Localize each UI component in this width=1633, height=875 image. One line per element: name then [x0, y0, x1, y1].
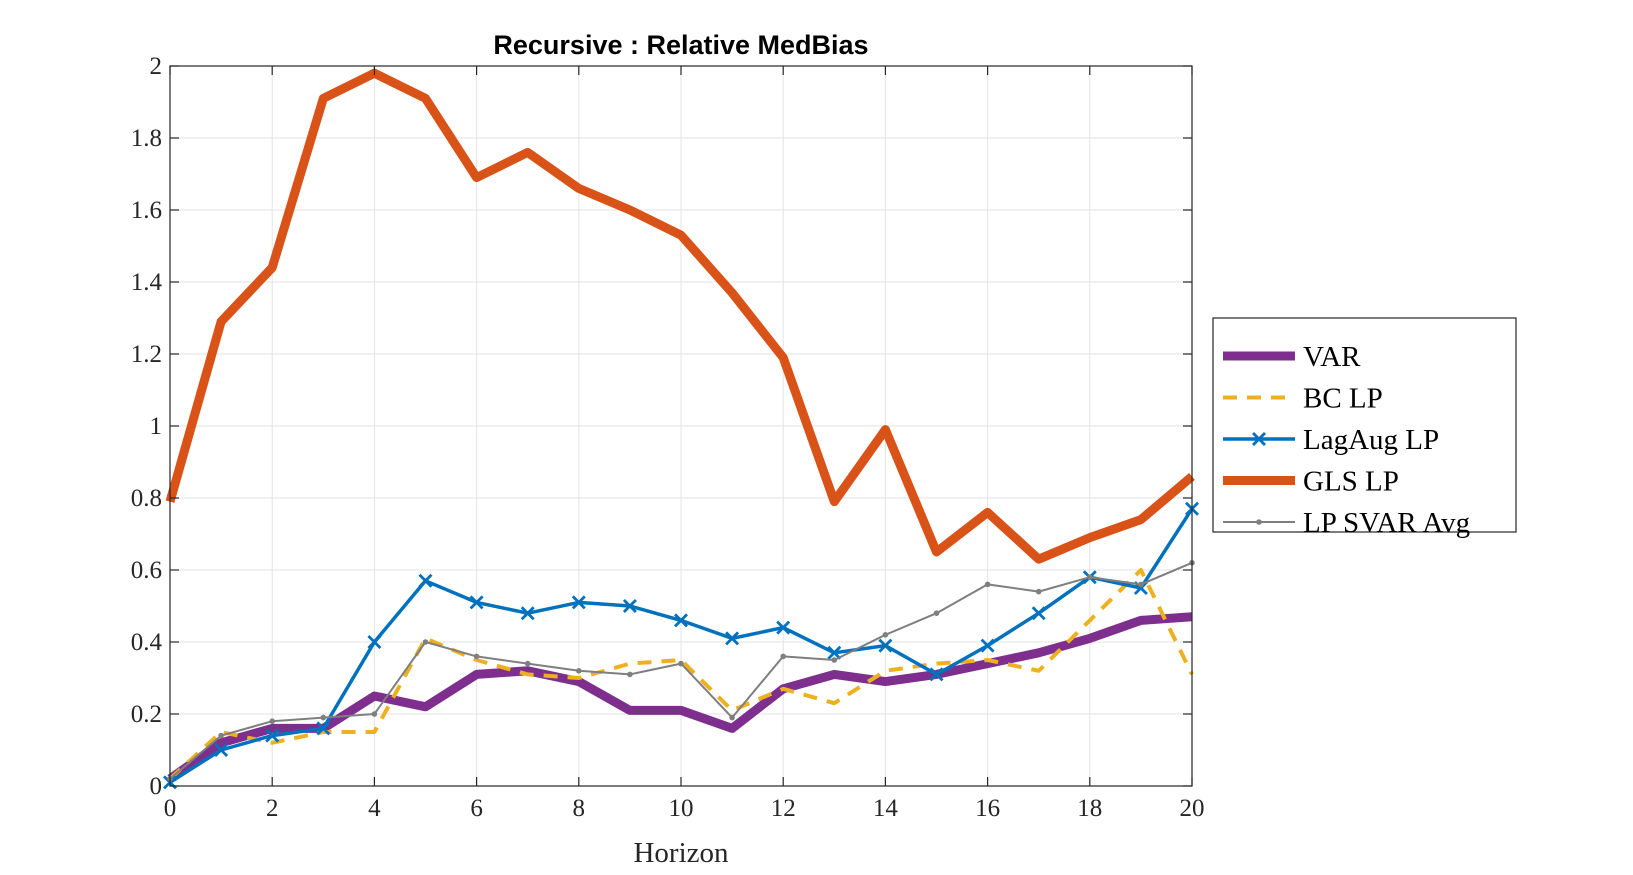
data-point — [265, 728, 280, 743]
y-tick-label: 1 — [150, 413, 163, 440]
data-point — [827, 645, 842, 660]
data-point — [1031, 606, 1046, 621]
x-tick-label: 18 — [1077, 795, 1102, 822]
data-point — [316, 721, 331, 736]
data-point — [422, 639, 429, 645]
x-axis-label: Horizon — [633, 837, 729, 869]
x-tick-label: 4 — [368, 795, 381, 822]
data-point — [776, 620, 791, 635]
data-point — [1138, 581, 1144, 588]
data-point — [576, 668, 582, 674]
data-point — [571, 595, 586, 610]
data-point — [729, 714, 735, 721]
data-point — [878, 638, 893, 653]
x-tick-label: 10 — [669, 795, 694, 822]
legend-label: BC LP — [1303, 383, 1383, 415]
axes: 0 2 4 6 8 10 12 14 16 18 20 0 0.2 0.4 0.6 0.8 1 1.2 1.4 1.6… — [131, 53, 1205, 822]
chart-title: Recursive : Relative MedBias — [493, 30, 868, 60]
data-point — [674, 613, 688, 628]
data-point — [627, 671, 633, 678]
data-point — [831, 657, 838, 663]
data-point — [214, 743, 229, 757]
series-lp-svar-avg — [167, 560, 1195, 782]
series-line — [165, 68, 1195, 564]
data-point — [371, 711, 378, 717]
data-point — [218, 732, 224, 739]
x-tick-label: 2 — [266, 795, 279, 822]
legend-label: GLS LP — [1303, 466, 1399, 498]
data-point — [725, 631, 740, 646]
data-point — [933, 610, 940, 616]
data-point — [678, 660, 684, 667]
data-point — [418, 573, 433, 588]
y-tick-label: 0.6 — [131, 557, 162, 584]
y-tick-label: 1.6 — [131, 197, 162, 224]
x-tick-label: 16 — [975, 795, 1000, 822]
legend-item: LagAug LP — [1223, 424, 1439, 456]
series-var — [167, 612, 1193, 783]
x-tick-label: 0 — [164, 795, 177, 822]
data-point — [984, 581, 991, 588]
legend-item: BC LP — [1223, 383, 1383, 415]
y-tick-label: 0.4 — [131, 629, 163, 656]
data-point — [1087, 574, 1093, 580]
y-tick-label: 0.8 — [131, 485, 162, 512]
legend-marker — [1252, 432, 1266, 446]
data-point — [929, 667, 944, 682]
data-point — [473, 653, 480, 660]
legend: VAR BC LP LagAug LP GLS LP LP SVAR Avg — [1212, 317, 1517, 539]
grid — [169, 65, 1193, 787]
data-point — [524, 660, 531, 667]
x-tick-label: 12 — [771, 795, 796, 822]
data-point — [882, 632, 889, 638]
y-tick-label: 2 — [150, 53, 163, 80]
data-point — [269, 718, 276, 724]
legend-label: VAR — [1303, 341, 1361, 373]
y-tick-label: 1.2 — [131, 341, 162, 368]
plot-series — [163, 68, 1199, 790]
series-gls-lp — [165, 68, 1195, 564]
y-tick-label: 1.4 — [131, 269, 163, 296]
y-tick-label: 1.8 — [131, 125, 162, 152]
legend-label: LagAug LP — [1303, 424, 1439, 456]
data-point — [622, 599, 637, 613]
data-point — [780, 653, 786, 660]
y-tick-label: 0.2 — [131, 701, 162, 728]
legend-marker — [1256, 519, 1262, 525]
x-tick-label: 14 — [873, 795, 899, 822]
x-tick-label: 8 — [573, 795, 586, 822]
legend-item: GLS LP — [1223, 466, 1399, 498]
data-point — [367, 635, 382, 649]
data-point — [1035, 588, 1042, 595]
data-point — [469, 595, 484, 610]
legend-item: LP SVAR Avg — [1223, 507, 1470, 539]
data-point — [320, 714, 327, 721]
x-tick-label: 6 — [470, 795, 483, 822]
series-line — [167, 612, 1193, 783]
legend-item: VAR — [1223, 341, 1361, 373]
data-point — [980, 638, 995, 653]
y-tick-label: 0 — [150, 773, 163, 800]
data-point — [520, 606, 535, 621]
x-tick-label: 20 — [1180, 795, 1205, 822]
legend-label: LP SVAR Avg — [1303, 507, 1470, 539]
